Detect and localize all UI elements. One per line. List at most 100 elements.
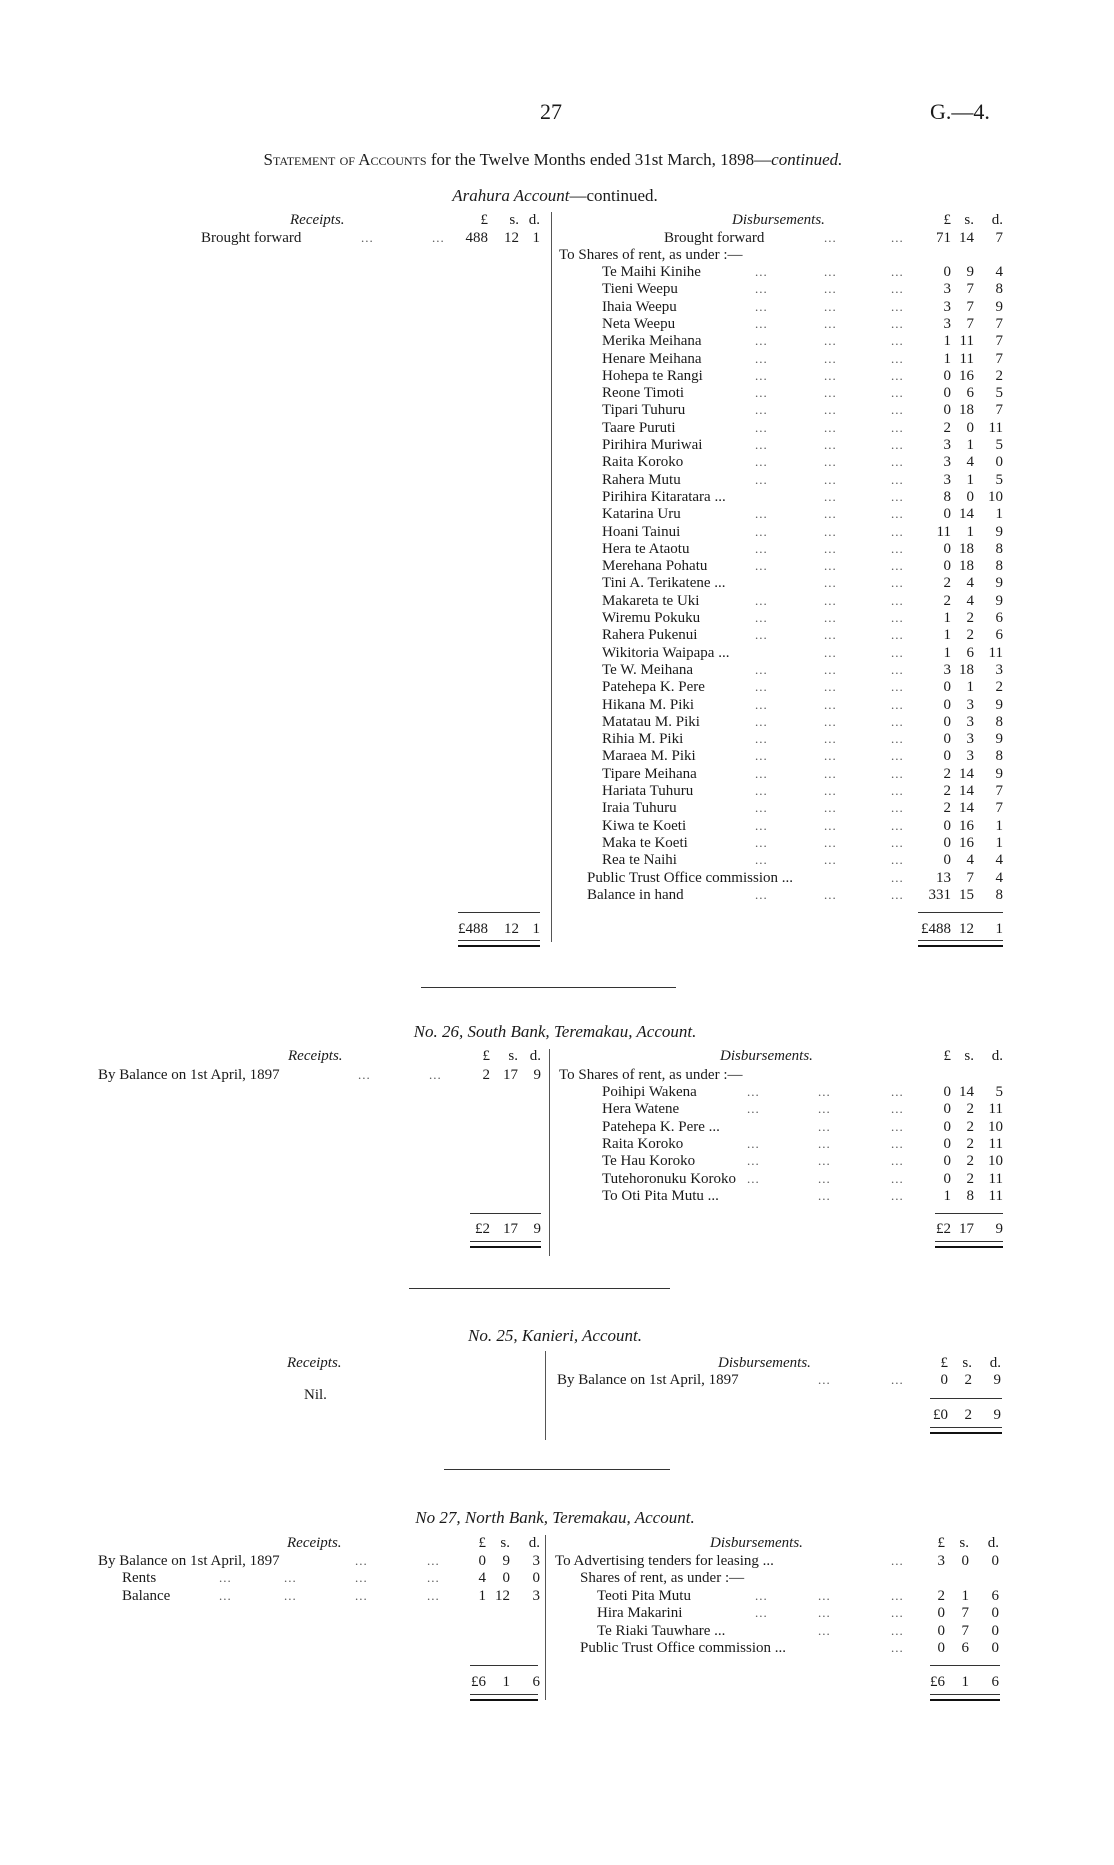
leader-dots: [755, 765, 768, 783]
share-name: Makareta te Uki: [602, 592, 700, 609]
leader-dots: [355, 1552, 368, 1570]
amount-pence: d.: [991, 212, 1003, 228]
column-divider: [551, 212, 552, 942]
leader-dots: [824, 229, 837, 247]
amount-pence: 9: [995, 298, 1004, 315]
leader-dots: [818, 1170, 831, 1188]
leader-dots: [891, 1587, 904, 1605]
amount-shillings: s.: [509, 212, 519, 228]
leader-dots: [824, 626, 837, 644]
amount-shillings: 17: [959, 1221, 974, 1237]
double-rule: [458, 940, 540, 947]
leader-dots: [891, 661, 904, 679]
amount-pounds: 3: [943, 315, 952, 332]
leader-dots: [818, 1135, 831, 1153]
leader-dots: [824, 851, 837, 869]
leader-dots: [891, 765, 904, 783]
share-name: Tipare Meihana: [602, 765, 697, 782]
amount-shillings: 14: [959, 1084, 974, 1100]
amount-pounds: 2: [943, 800, 952, 817]
amount-pence: 7: [995, 230, 1004, 246]
leader-dots: [747, 1135, 760, 1153]
amount-pounds: £: [482, 1048, 491, 1064]
amount-pence: 11: [988, 1135, 1003, 1152]
amount-pence: 9: [995, 696, 1004, 713]
shares-heading: To Shares of rent, as under :—: [559, 1067, 743, 1083]
leader-dots: [891, 384, 904, 402]
amount-pence: 1: [995, 506, 1004, 523]
share-name: Teoti Pita Mutu: [597, 1588, 691, 1604]
leader-dots: [824, 471, 837, 489]
leader-dots: [891, 782, 904, 800]
amount-pounds: 0: [940, 1372, 949, 1388]
leader-dots: [891, 401, 904, 419]
amount-shillings: 16: [959, 817, 974, 834]
amount-pounds: 3: [937, 1553, 946, 1569]
section-title: No. 25, Kanieri, Account.: [468, 1327, 642, 1345]
share-name: Rahera Pukenui: [602, 627, 698, 644]
leader-dots: [432, 229, 445, 247]
amount-pence: 8: [995, 540, 1004, 557]
amount-shillings: 18: [959, 558, 974, 575]
column-divider: [549, 1049, 550, 1256]
leader-dots: [358, 1066, 371, 1084]
leader-dots: [818, 1100, 831, 1118]
leader-dots: [824, 765, 837, 783]
amount-pence: 9: [995, 523, 1004, 540]
amount-pence: 9: [993, 1372, 1002, 1388]
title-number: No 27,: [415, 1508, 465, 1527]
amount-pounds: £6: [930, 1674, 945, 1690]
leader-dots: [891, 471, 904, 489]
share-name: Tutehoronuku Koroko: [602, 1170, 737, 1187]
leader-dots: [755, 384, 768, 402]
amount-pounds: 0: [943, 713, 952, 730]
amount-pence: 10: [988, 488, 1003, 505]
amount-pence: 11: [988, 419, 1003, 436]
leader-dots: [219, 1569, 232, 1587]
leader-dots: [824, 661, 837, 679]
rule: [470, 1213, 541, 1214]
amount-pounds: 2: [943, 419, 952, 436]
leader-dots: [891, 1083, 904, 1101]
amount-pounds: 4: [478, 1570, 487, 1587]
leader-dots: [891, 644, 904, 662]
rule: [409, 1288, 670, 1289]
share-name: Rihia M. Piki: [602, 731, 684, 748]
receipts-heading: Receipts.: [290, 212, 345, 228]
leader-dots: [891, 1604, 904, 1622]
leader-dots: [891, 523, 904, 541]
leader-dots: [824, 367, 837, 385]
amount-shillings: 14: [959, 765, 974, 782]
amount-pence: 4: [995, 869, 1004, 886]
leader-dots: [824, 782, 837, 800]
share-name: Kiwa te Koeti: [602, 817, 687, 834]
amount-pounds: 0: [943, 1135, 952, 1152]
amount-pence: 7: [995, 315, 1004, 332]
amount-pounds: 0: [943, 852, 952, 869]
leader-dots: [891, 799, 904, 817]
amount-pence: 0: [995, 454, 1004, 471]
double-rule: [930, 1427, 1002, 1434]
amount-pounds: 2: [482, 1067, 491, 1083]
title-lead: Statement of Accounts: [263, 150, 427, 169]
leader-dots: [891, 1371, 904, 1389]
leader-dots: [891, 367, 904, 385]
amount-pence: 5: [995, 437, 1004, 453]
leader-dots: [824, 696, 837, 714]
amount-shillings: 16: [959, 367, 974, 384]
amount-pounds: £488: [458, 921, 488, 937]
leader-dots: [747, 1083, 760, 1101]
leader-dots: [755, 834, 768, 852]
rule: [918, 912, 1003, 913]
leader-dots: [427, 1552, 440, 1570]
amount-pence: d.: [991, 1048, 1003, 1064]
amount-pounds: 0: [943, 1118, 952, 1135]
disbursement-label: Brought forward: [664, 230, 765, 246]
amount-shillings: 3: [966, 713, 975, 730]
receipt-label: Rents: [122, 1570, 157, 1587]
amount-pounds: £: [478, 1535, 487, 1551]
disbursement-label: Public Trust Office commission ...: [587, 869, 793, 886]
leader-dots: [824, 453, 837, 471]
leader-dots: [755, 661, 768, 679]
leader-dots: [891, 626, 904, 644]
